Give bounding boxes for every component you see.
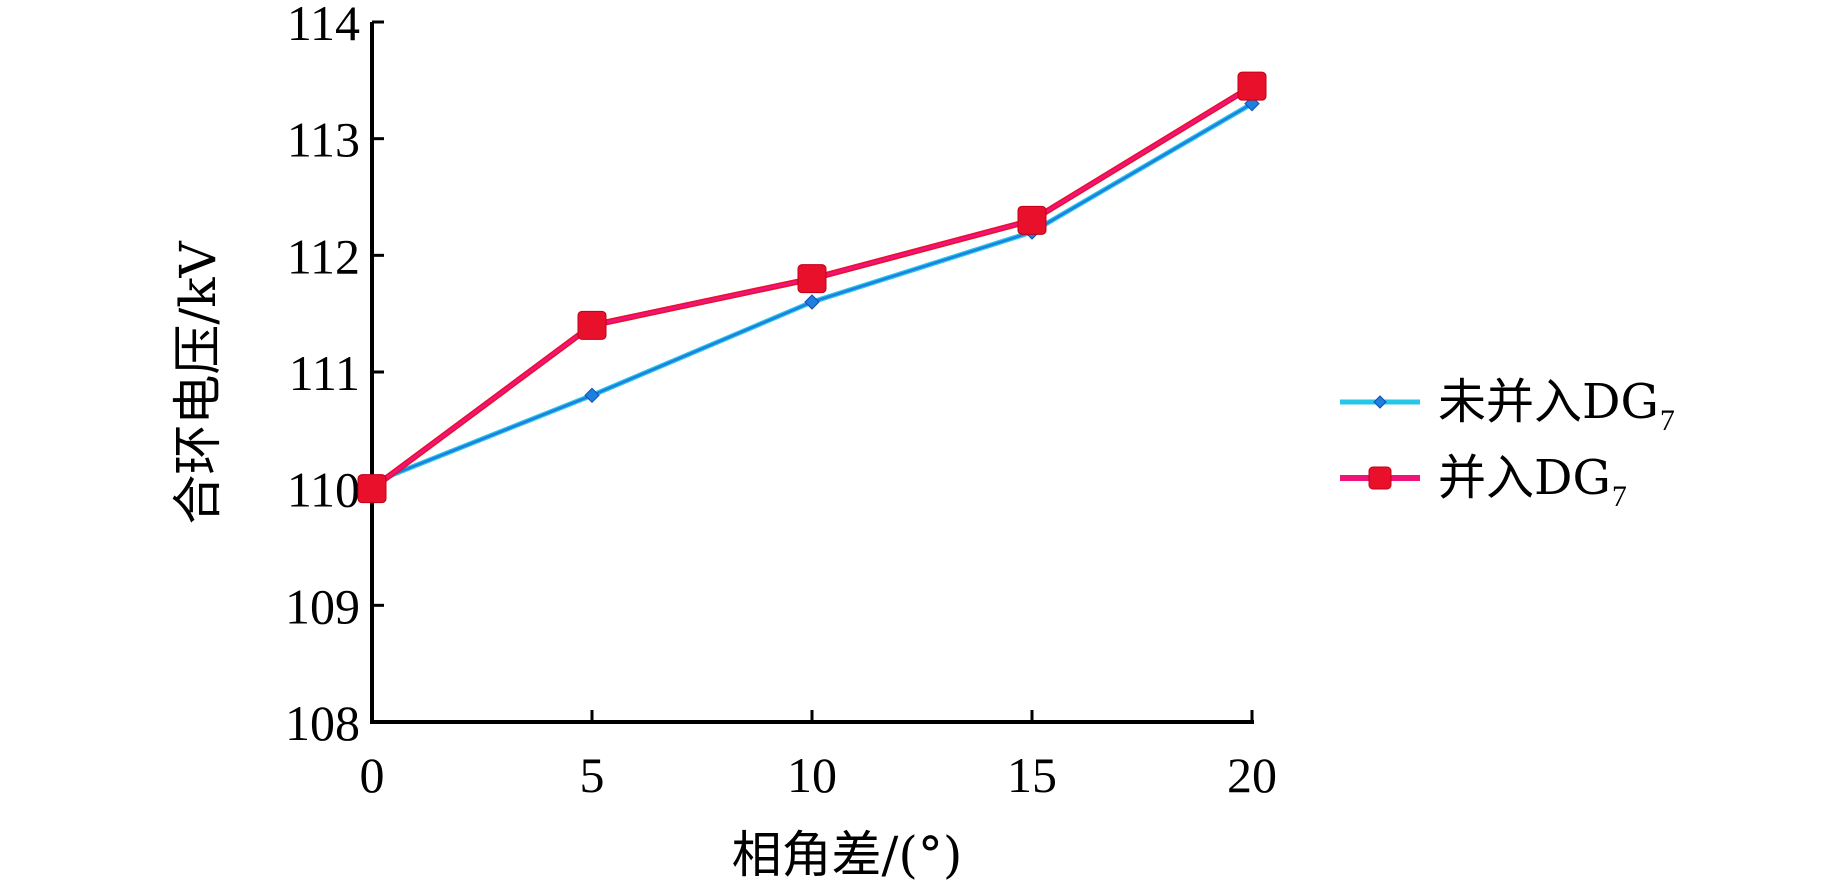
legend-label-subscript: 7 xyxy=(1660,404,1675,437)
y-ticks: 108 109 110 111 112 113 114 xyxy=(285,0,384,751)
x-tick-label: 20 xyxy=(1227,747,1277,803)
series-point xyxy=(804,294,820,310)
x-tick-label: 15 xyxy=(1007,747,1057,803)
x-axis-title: 相角差/(°) xyxy=(732,826,963,881)
legend-label-subscript: 7 xyxy=(1612,480,1627,513)
series-markers xyxy=(357,71,1267,504)
series-point xyxy=(797,264,827,294)
y-tick-label: 109 xyxy=(285,578,360,634)
y-tick-label: 110 xyxy=(287,462,360,518)
y-tick-label: 113 xyxy=(287,112,360,168)
chart-axes xyxy=(370,22,1254,724)
legend-label: 并入DG xyxy=(1438,450,1611,506)
series-point xyxy=(577,310,607,340)
y-tick-label: 112 xyxy=(287,228,360,284)
series-point xyxy=(1237,71,1267,101)
series-line xyxy=(371,102,1253,484)
series-point xyxy=(584,387,600,404)
y-tick-label: 108 xyxy=(285,695,360,751)
series-line-glow xyxy=(371,101,1254,486)
legend-label: 未并入DG xyxy=(1438,374,1659,430)
legend-marker xyxy=(1368,466,1392,490)
y-tick-label: 114 xyxy=(287,0,360,51)
x-tick-label: 5 xyxy=(580,747,605,803)
legend-marker xyxy=(1373,395,1387,409)
y-tick-label: 111 xyxy=(289,345,360,401)
series-point xyxy=(1017,205,1047,235)
series-point xyxy=(357,474,387,504)
x-tick-label: 0 xyxy=(360,747,385,803)
x-ticks: 0 5 10 15 20 xyxy=(360,710,1277,803)
y-axis-title: 合环电压/kV xyxy=(169,240,227,524)
x-tick-label: 10 xyxy=(787,747,837,803)
